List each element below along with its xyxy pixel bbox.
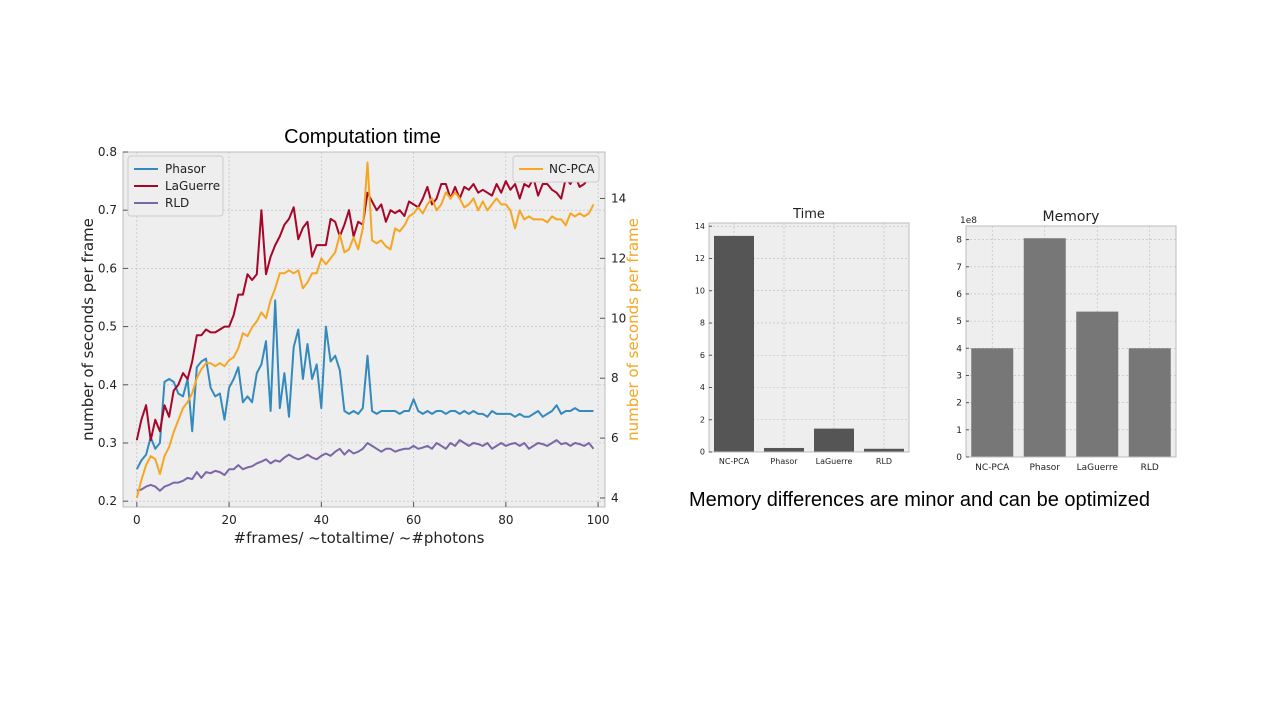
series-line-phasor — [135, 299, 594, 470]
legend-label-laguerre: LaGuerre — [165, 179, 220, 193]
bar-nc-pca — [971, 348, 1014, 457]
x-tick-label: 20 — [221, 513, 236, 527]
y-tick-label: 5 — [956, 317, 962, 327]
bar-rld — [1128, 348, 1171, 457]
y2-tick-label: 6 — [611, 431, 619, 445]
y2-tick-label: 4 — [611, 491, 619, 505]
y-tick-label: 4 — [956, 344, 962, 354]
x-tick-label: Phasor — [770, 457, 798, 466]
y2-tick-label: 12 — [611, 251, 626, 265]
y-tick-label: 0 — [956, 453, 962, 463]
y-tick-label: 2 — [956, 399, 962, 409]
x-tick-label: LaGuerre — [816, 457, 853, 466]
y-tick-label: 14 — [695, 222, 705, 231]
y-tick-label: 8 — [956, 236, 962, 246]
y-tick-label: 6 — [700, 351, 705, 360]
y-tick-label: 6 — [956, 290, 962, 300]
x-tick-label: Phasor — [1029, 463, 1060, 473]
y-axis-label: number of seconds per frame — [79, 218, 97, 441]
plot-frame — [708, 222, 910, 453]
y-tick-label: 0.5 — [98, 320, 117, 334]
plot-frame — [965, 225, 1177, 458]
x-tick-label: RLD — [1141, 463, 1159, 473]
slide-caption: Memory differences are minor and can be … — [689, 489, 1150, 511]
y-tick-label: 3 — [956, 371, 962, 381]
legend-left-box — [127, 155, 224, 217]
x-tick-label: RLD — [876, 457, 892, 466]
bar-laguerre — [814, 428, 854, 452]
legend-label-phasor: Phasor — [165, 162, 206, 176]
memory-bar-chart: NC-PCA Phasor LaGuerre RLD 0 1 2 3 4 5 6 7 8 Memory 1e… — [956, 209, 1177, 473]
slide-title: Computation time — [284, 126, 441, 148]
y-tick-label: 7 — [956, 263, 962, 273]
y-tick-label: 0.3 — [98, 436, 117, 450]
x-tick-label: 60 — [406, 513, 421, 527]
y-tick-label: 0.7 — [98, 203, 117, 217]
computation-time-line-chart: 0 20 40 60 80 100 0.2 0.3 0.4 0.5 0.6 0.7 0.8 4 6 8 10 12… — [79, 145, 642, 547]
y-tick-label: 0.2 — [98, 494, 117, 508]
x-tick-label: LaGuerre — [1077, 463, 1119, 473]
series-line-rld — [136, 439, 595, 492]
y-tick-label: 8 — [700, 319, 705, 328]
x-tick-label: 40 — [314, 513, 329, 527]
y-tick-label: 0.6 — [98, 261, 117, 275]
time-bar-chart: NC-PCA Phasor LaGuerre RLD 0 2 4 6 8 10 12 14 Time — [695, 207, 910, 466]
bar-nc-pca — [714, 235, 754, 452]
chart-title: Time — [792, 207, 825, 222]
series-line-nc-pca — [135, 161, 595, 499]
y-tick-label: 0 — [700, 448, 705, 457]
x-tick-label: 80 — [498, 513, 513, 527]
plot-frame — [122, 151, 606, 508]
y2-axis-label: number of seconds per frame — [624, 218, 642, 441]
y-tick-label: 4 — [700, 383, 705, 392]
chart-title: Memory — [1043, 209, 1100, 225]
x-tick-label: NC-PCA — [719, 457, 750, 466]
y-offset-label: 1e8 — [960, 216, 977, 226]
x-tick-label: NC-PCA — [975, 463, 1010, 473]
y2-tick-label: 8 — [611, 371, 619, 385]
y-tick-label: 0.8 — [98, 145, 117, 159]
y-tick-label: 1 — [956, 426, 962, 436]
y-tick-label: 2 — [700, 415, 705, 424]
x-axis-label: #frames/ ~totaltime/ ~#photons — [234, 529, 485, 547]
y-tick-label: 0.4 — [98, 378, 117, 392]
x-tick-label: 100 — [587, 513, 610, 527]
bar-phasor — [1023, 238, 1066, 457]
bar-rld — [864, 448, 904, 452]
bar-laguerre — [1076, 311, 1119, 457]
x-tick-label: 0 — [133, 513, 141, 527]
y2-tick-label: 14 — [611, 191, 626, 205]
legend-right-box — [512, 155, 600, 183]
y-tick-label: 12 — [695, 254, 705, 263]
y-tick-label: 10 — [695, 286, 705, 295]
legend-label-rld: RLD — [165, 196, 189, 210]
legend-label-nc-pca: NC-PCA — [549, 162, 595, 176]
y2-tick-label: 10 — [611, 311, 626, 325]
bar-phasor — [764, 447, 804, 452]
